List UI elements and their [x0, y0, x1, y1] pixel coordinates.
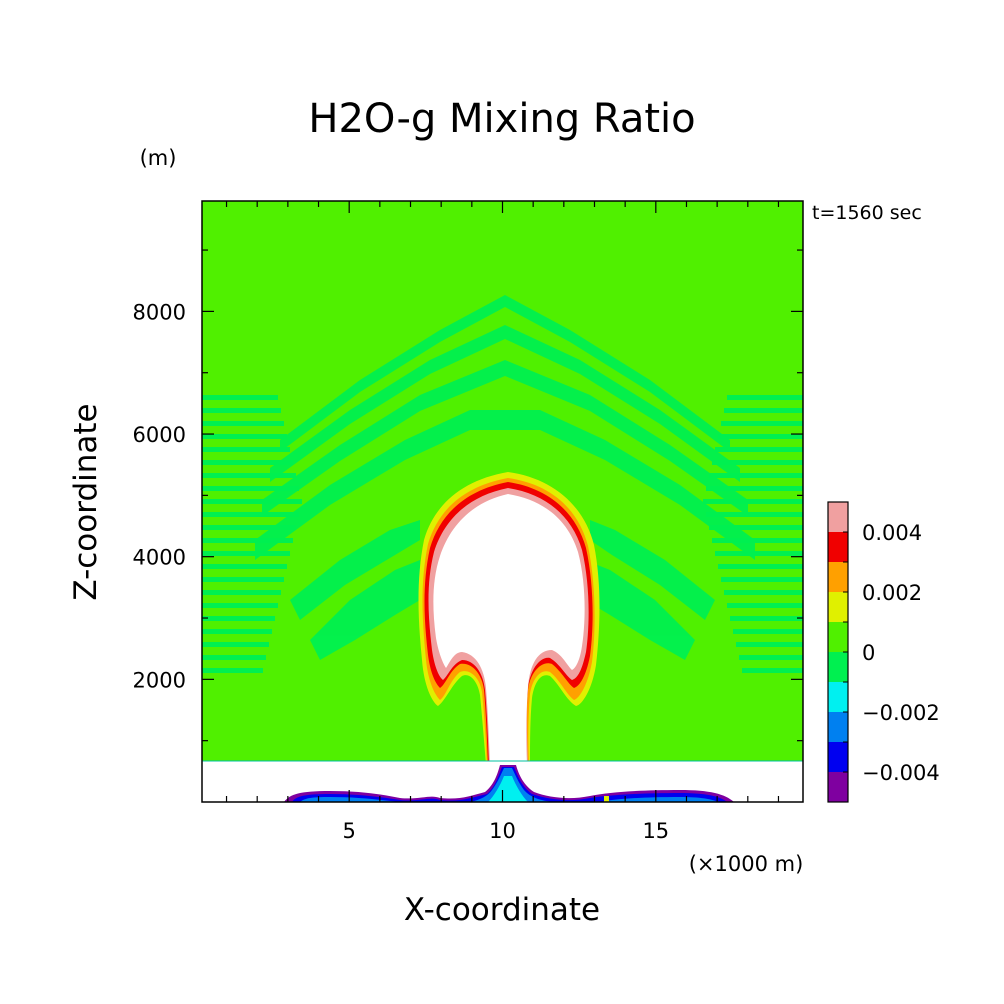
side-striations: [202, 395, 803, 673]
striation-right: [727, 603, 803, 608]
y-axis-unit: (m): [140, 146, 177, 170]
y-tick-label: 8000: [133, 300, 186, 324]
striation-left: [202, 551, 290, 556]
striation-right: [706, 512, 803, 517]
surface-cyan: [488, 776, 528, 802]
wave-band-6: [590, 520, 715, 620]
striation-left: [202, 499, 302, 504]
striation-left: [202, 395, 278, 400]
x-tick-label: 5: [342, 819, 355, 843]
colorbar-swatch: [828, 592, 848, 622]
surface-yellow-spot: [604, 796, 609, 802]
colorbar-swatch: [828, 652, 848, 682]
striation-left: [202, 447, 290, 452]
striation-left: [202, 655, 266, 660]
striation-right: [718, 564, 803, 569]
striation-right: [727, 395, 803, 400]
striation-right: [709, 525, 803, 530]
striation-left: [202, 616, 275, 621]
striation-right: [721, 421, 803, 426]
colorbar-swatch: [828, 532, 848, 562]
colorbar-swatch: [828, 712, 848, 742]
colorbar-tick-label: 0: [862, 641, 875, 665]
colorbar-swatch: [828, 502, 848, 532]
wave-band-8: [585, 560, 695, 660]
y-tick-labels: 2000 4000 6000 8000: [133, 300, 186, 692]
chart-title: H2O-g Mixing Ratio: [308, 96, 695, 142]
striation-right: [709, 473, 803, 478]
x-tick-label: 15: [642, 819, 669, 843]
striation-left: [202, 460, 293, 465]
striation-left: [202, 538, 293, 543]
striation-right: [724, 408, 803, 413]
striation-left: [202, 512, 299, 517]
striation-right: [715, 551, 803, 556]
striation-right: [712, 538, 803, 543]
x-tick-label: 10: [489, 819, 516, 843]
colorbar-tick-label: 0.004: [862, 521, 922, 545]
colorbar-swatch: [828, 562, 848, 592]
colorbar-swatch: [828, 682, 848, 712]
colorbar: 0.004 0.002 0 −0.002 −0.004: [827, 501, 940, 803]
striation-left: [202, 486, 299, 491]
striation-left: [202, 525, 296, 530]
striation-right: [706, 486, 803, 491]
y-tick-label: 4000: [133, 546, 186, 570]
colorbar-tick-label: −0.002: [862, 701, 940, 725]
plot-area: [201, 200, 804, 803]
striation-left: [202, 668, 263, 673]
striation-left: [202, 408, 281, 413]
striation-left: [202, 564, 287, 569]
striation-left: [202, 603, 278, 608]
x-axis-label: X-coordinate: [404, 892, 600, 928]
striation-left: [202, 473, 296, 478]
colorbar-swatch: [828, 772, 848, 802]
surface-layer: [284, 765, 734, 802]
striation-right: [730, 616, 803, 621]
colorbar-tick-label: 0.002: [862, 581, 922, 605]
striation-left: [202, 642, 269, 647]
striation-left: [202, 629, 272, 634]
striation-right: [721, 577, 803, 582]
striation-left: [202, 421, 284, 426]
y-axis-label: Z-coordinate: [68, 403, 104, 600]
wave-band-3: [262, 360, 748, 516]
wave-band-2: [270, 325, 740, 482]
colorbar-swatch: [828, 742, 848, 772]
plume: [418, 472, 600, 765]
y-tick-label: 2000: [133, 668, 186, 692]
striation-right: [712, 460, 803, 465]
striation-right: [718, 434, 803, 439]
striation-right: [715, 447, 803, 452]
striation-right: [736, 642, 803, 647]
striation-left: [202, 434, 287, 439]
x-axis-unit: (×1000 m): [689, 852, 804, 876]
wave-band-5: [290, 520, 420, 620]
striation-left: [202, 577, 284, 582]
striation-left: [202, 590, 281, 595]
time-label: t=1560 sec: [812, 202, 922, 224]
striation-right: [703, 499, 803, 504]
colorbar-swatch: [828, 622, 848, 652]
striation-right: [742, 668, 803, 673]
striation-right: [733, 629, 803, 634]
y-tick-label: 6000: [133, 423, 186, 447]
wave-band-4: [255, 410, 755, 560]
colorbar-tick-label: −0.004: [862, 761, 940, 785]
wave-band-7: [310, 560, 420, 660]
striation-right: [739, 655, 803, 660]
plume-interior: [433, 494, 585, 765]
x-tick-labels: 5 10 15: [342, 819, 669, 843]
axis-ticks: [202, 201, 803, 802]
striation-right: [724, 590, 803, 595]
wave-bands: [255, 295, 755, 660]
